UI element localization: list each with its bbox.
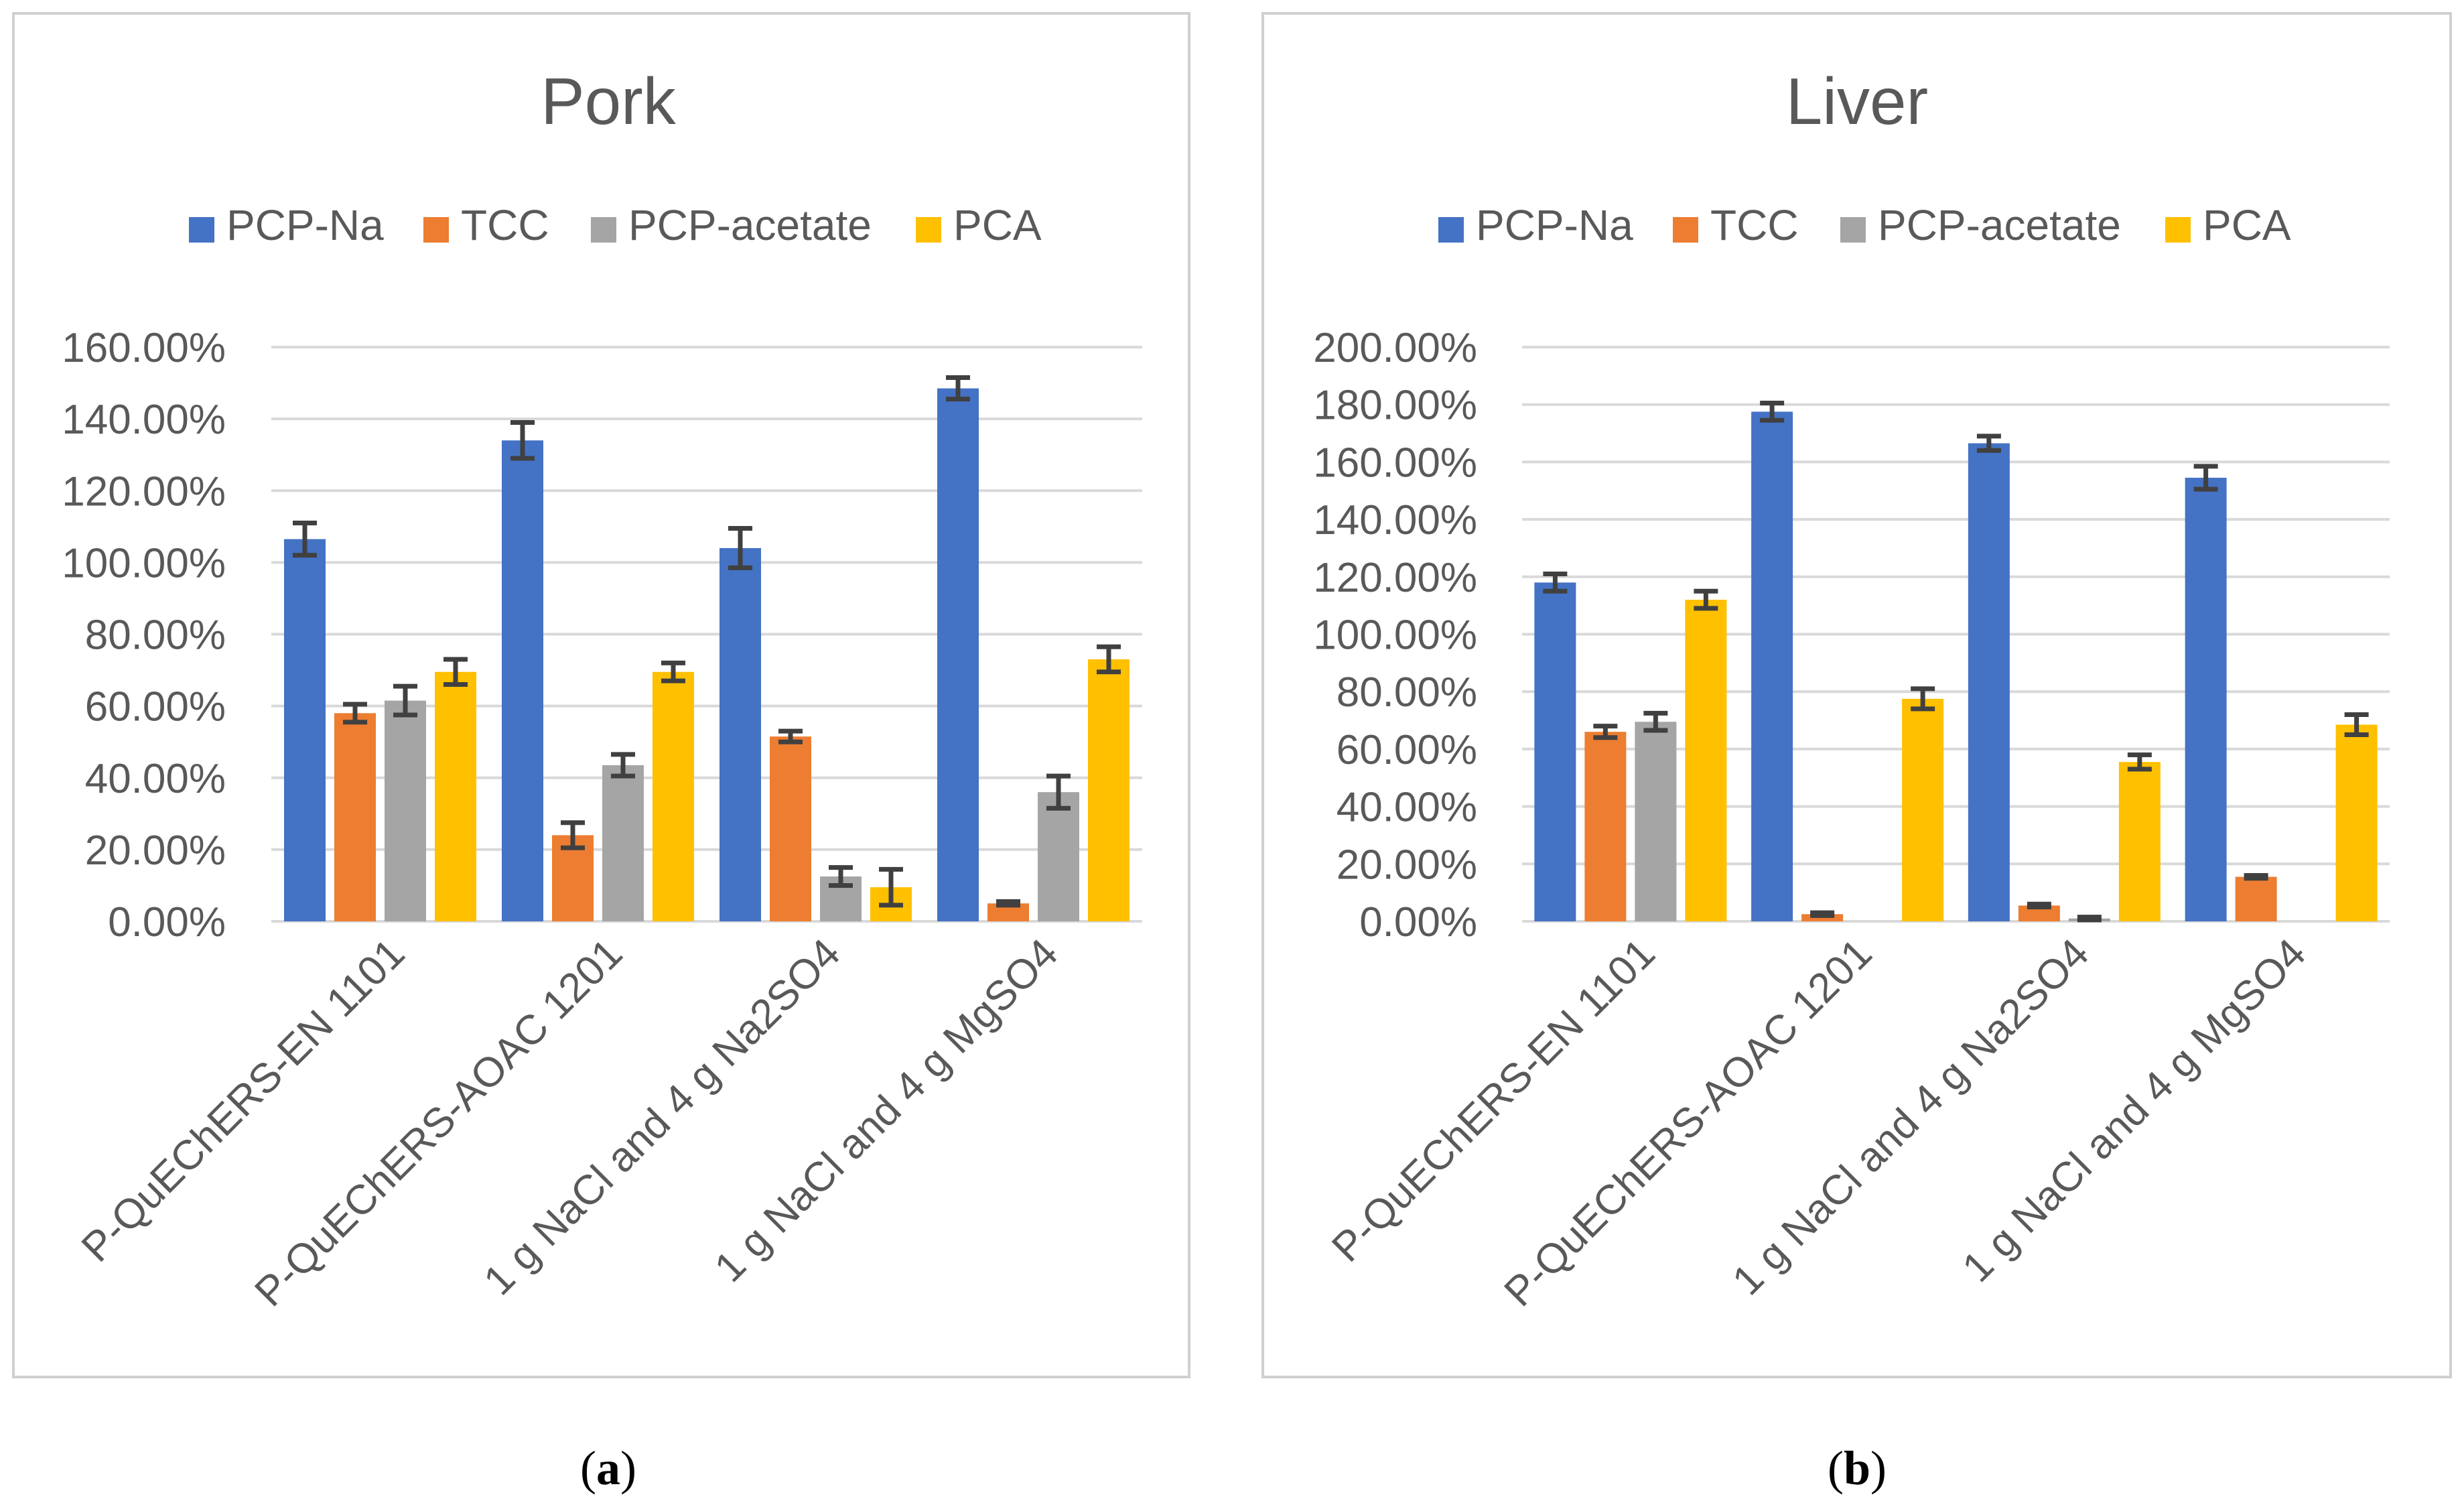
bar-pca <box>2118 762 2161 921</box>
legend-label-tcc: TCC <box>461 201 549 249</box>
error-bar <box>946 375 970 402</box>
bar-pcp-acetate <box>1635 722 1677 921</box>
bar-pcp-na <box>1968 443 2010 921</box>
y-tick-label: 200.00% <box>1313 325 1477 371</box>
y-tick-label: 100.00% <box>1313 612 1477 659</box>
legend-swatch-pca <box>2165 217 2191 243</box>
error-bar <box>1760 401 1785 423</box>
error-bar <box>510 419 535 461</box>
error-bar <box>778 728 803 744</box>
chart-title: Liver <box>1786 64 1928 138</box>
error-bar <box>1911 686 1935 712</box>
bar-pcp-na <box>2185 477 2227 921</box>
bar-tcc <box>1584 732 1627 921</box>
error-bar <box>1694 588 1718 611</box>
y-tick-label: 180.00% <box>1313 383 1477 429</box>
error-bar <box>343 702 367 725</box>
bar-pca <box>435 671 476 921</box>
error-bar <box>611 752 635 779</box>
error-bar <box>996 899 1020 908</box>
y-tick-label: 120.00% <box>1313 555 1477 601</box>
y-tick-label: 40.00% <box>1337 785 1477 831</box>
legend-label-pcp-na: PCP-Na <box>1476 201 1633 249</box>
legend-label-pca: PCA <box>953 201 1042 249</box>
error-bar <box>728 525 752 570</box>
legend-swatch-pcp-acetate <box>1840 217 1866 243</box>
error-bar <box>561 820 585 850</box>
error-bar <box>443 657 468 687</box>
error-bar <box>2244 872 2268 881</box>
error-bar <box>2077 915 2102 923</box>
bar-pca <box>1088 659 1130 921</box>
legend-label-tcc: TCC <box>1710 201 1799 249</box>
bar-tcc <box>770 736 811 921</box>
legend-swatch-pcp-acetate <box>591 217 616 243</box>
bar-pca <box>1685 600 1727 921</box>
error-bar <box>879 866 903 908</box>
error-bar <box>2344 712 2369 737</box>
y-tick-label: 20.00% <box>1337 842 1477 888</box>
error-bar <box>293 520 317 558</box>
legend-label-pcp-acetate: PCP-acetate <box>1878 201 2121 249</box>
error-bar <box>829 865 853 888</box>
error-bar <box>1976 434 2001 453</box>
legend-swatch-pcp-na <box>1438 217 1464 243</box>
bar-pcp-na <box>720 547 761 921</box>
y-tick-label: 80.00% <box>1337 669 1477 716</box>
legend-swatch-tcc <box>1673 217 1698 243</box>
bar-tcc <box>2018 905 2060 921</box>
bar-pca <box>653 671 694 921</box>
bar-pcp-na <box>1534 582 1576 921</box>
error-bar <box>1097 644 1121 675</box>
y-tick-label: 100.00% <box>62 540 226 586</box>
chart-panel-pork: Pork PCP-Na TCC PCP-acetate PCA 0.00% 20.00% 40… <box>12 12 1190 1378</box>
bar-pcp-acetate <box>602 765 644 921</box>
bar-pcp-na <box>937 388 979 921</box>
error-bar <box>661 660 685 683</box>
y-tick-label: 160.00% <box>1313 440 1477 486</box>
error-bar <box>2127 752 2152 772</box>
y-tick-label: 160.00% <box>62 325 226 371</box>
error-bar <box>393 683 417 718</box>
y-tick-label: 140.00% <box>62 397 226 443</box>
y-tick-label: 140.00% <box>1313 497 1477 543</box>
error-bar <box>1810 910 1835 918</box>
legend-label-pca: PCA <box>2203 201 2291 249</box>
legend-swatch-pca <box>916 217 941 243</box>
bar-pcp-acetate <box>1038 792 1079 921</box>
chart-title: Pork <box>541 64 677 138</box>
error-bar <box>1046 773 1071 811</box>
y-tick-label: 60.00% <box>85 684 226 730</box>
panel-caption: (a) <box>580 1441 636 1495</box>
bar-pca <box>2335 724 2378 921</box>
y-tick-label: 40.00% <box>85 756 226 802</box>
bar-pca <box>1902 698 1944 921</box>
bar-tcc <box>334 713 376 921</box>
bar-tcc <box>2235 876 2277 921</box>
error-bar <box>1643 710 1668 733</box>
legend-label-pcp-na: PCP-Na <box>226 201 384 249</box>
panel-caption: (b) <box>1828 1441 1887 1495</box>
y-tick-label: 80.00% <box>85 612 226 659</box>
chart-panel-liver: Liver PCP-Na TCC PCP-acetate PCA 0.00% 20.00% 4… <box>1261 12 2452 1378</box>
y-tick-label: 60.00% <box>1337 727 1477 773</box>
y-tick-label: 20.00% <box>85 828 226 874</box>
bar-pcp-na <box>284 539 326 921</box>
y-tick-label: 0.00% <box>1359 899 1477 945</box>
error-bar <box>2027 901 2051 910</box>
legend-swatch-pcp-na <box>189 217 214 243</box>
bar-pcp-na <box>1751 411 1793 921</box>
error-bar <box>1593 724 1618 740</box>
bar-pcp-na <box>502 440 543 921</box>
legend-swatch-tcc <box>423 217 449 243</box>
y-tick-label: 120.00% <box>62 468 226 515</box>
legend-label-pcp-acetate: PCP-acetate <box>628 201 872 249</box>
error-bar <box>2193 464 2218 492</box>
y-tick-label: 0.00% <box>108 899 226 945</box>
error-bar <box>1543 572 1568 594</box>
bar-pcp-acetate <box>385 700 426 921</box>
